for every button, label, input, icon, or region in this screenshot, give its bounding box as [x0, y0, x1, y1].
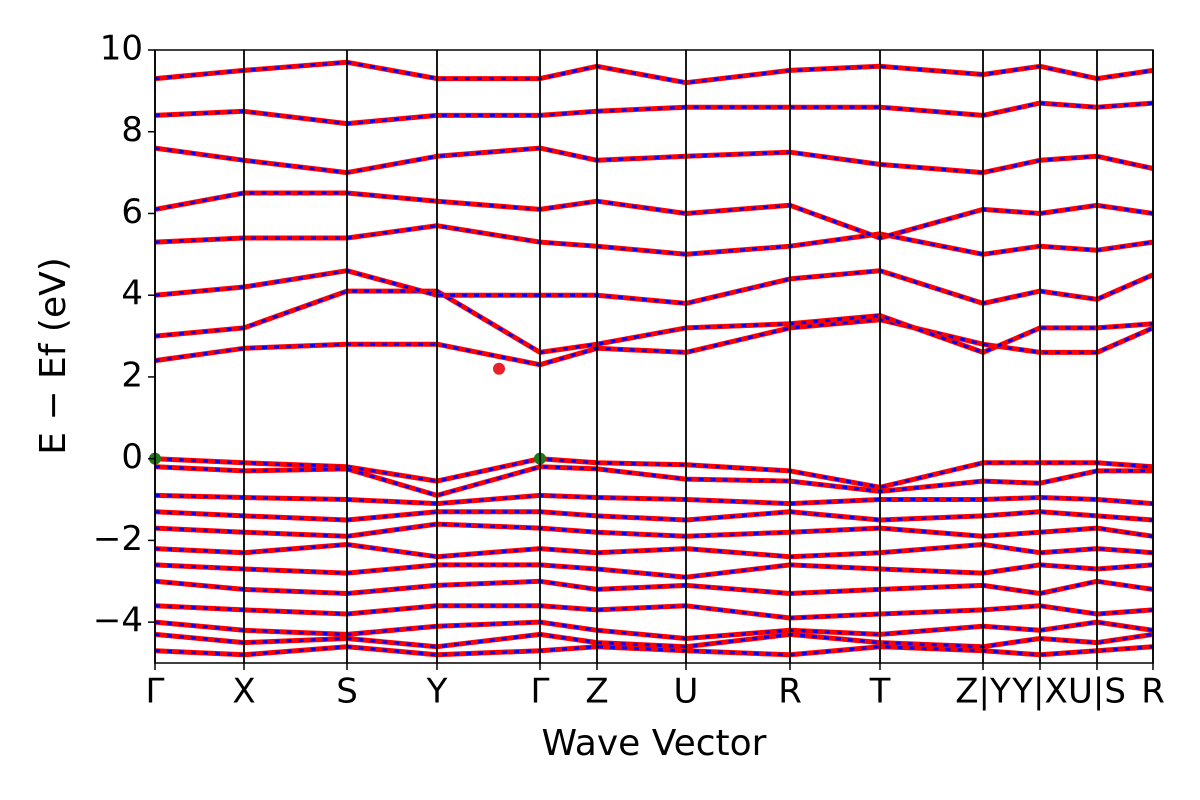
band-line — [154, 644, 1154, 658]
y-tick-label: 2 — [121, 355, 143, 395]
x-tick-label: Z — [585, 672, 608, 712]
x-tick-label: U — [674, 672, 699, 712]
x-tick-label: T — [869, 672, 891, 712]
band-line — [154, 619, 1154, 641]
x-tick-label: S — [336, 672, 358, 712]
y-tick-label: 6 — [121, 192, 143, 232]
x-tick-label: U|S — [1068, 672, 1126, 712]
x-tick-label: Γ — [146, 672, 165, 712]
band-line — [154, 509, 1154, 523]
y-tick-label: 10 — [100, 29, 143, 69]
band-line — [154, 268, 1155, 306]
band-line-dashed — [154, 191, 1154, 240]
y-tick-label: 0 — [121, 437, 143, 477]
y-tick-label: −4 — [93, 601, 143, 641]
band-line — [154, 562, 1154, 580]
x-tick-label: Z|Y — [955, 672, 1011, 712]
y-axis-label: E − Ef (eV) — [33, 257, 74, 455]
band-line — [154, 464, 1153, 498]
band-line — [154, 521, 1154, 539]
plot-frame — [154, 49, 1154, 664]
x-tick-label: R — [1141, 672, 1165, 712]
band-line — [154, 578, 1154, 596]
x-axis-label: Wave Vector — [542, 723, 767, 764]
y-tick-label: 4 — [121, 274, 143, 314]
y-tick-label: 8 — [121, 110, 143, 150]
x-tick-label: R — [778, 672, 802, 712]
x-tick-label: Y|X — [1011, 672, 1068, 712]
band-line — [154, 603, 1154, 621]
extremum-marker — [493, 362, 505, 375]
plot-area — [149, 59, 1155, 658]
x-tick-label: Γ — [531, 672, 550, 712]
band-line — [154, 100, 1154, 127]
band-line — [154, 542, 1154, 560]
x-tick-label: X — [232, 672, 255, 712]
y-tick-label: −2 — [93, 519, 143, 559]
band-line — [154, 492, 1154, 507]
x-tick-label: Y — [426, 672, 448, 712]
band-line — [154, 190, 1154, 241]
